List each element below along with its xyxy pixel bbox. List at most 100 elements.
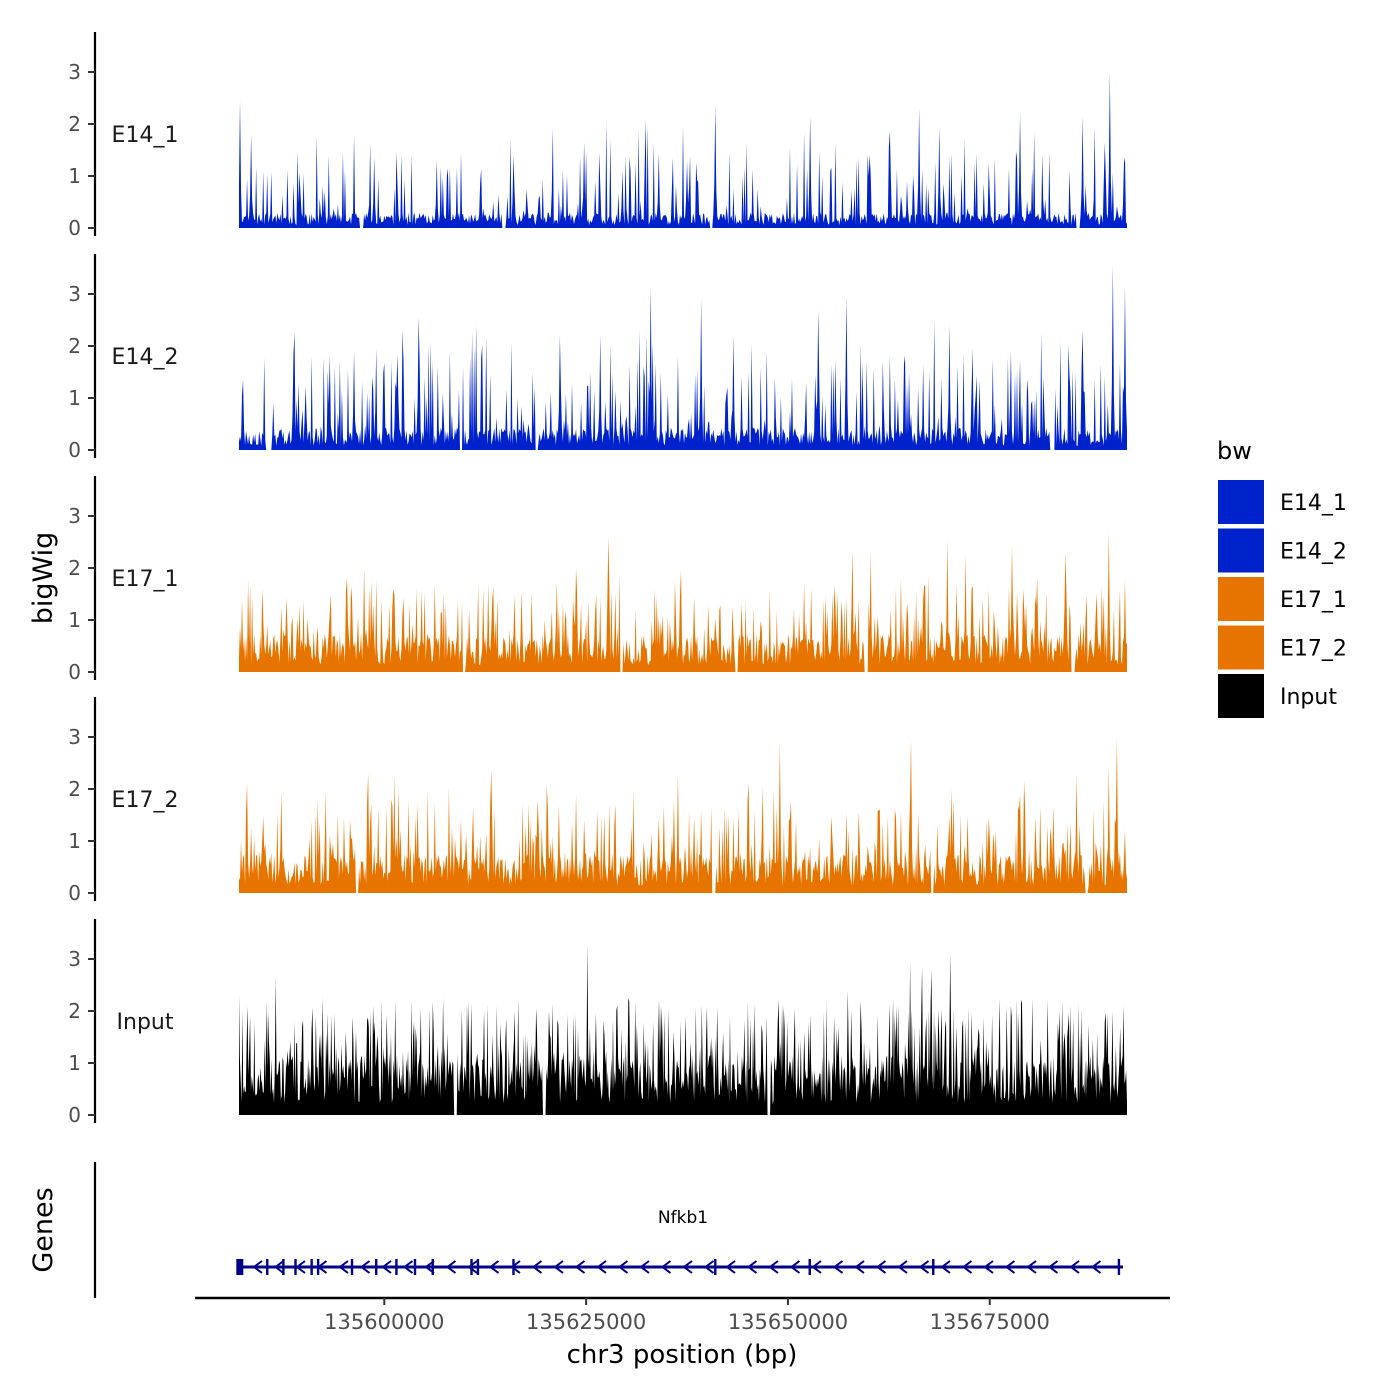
y-tick-label: 1 <box>68 1051 81 1075</box>
y-tick-label: 3 <box>68 725 81 749</box>
panel-label: E17_2 <box>112 788 179 813</box>
legend-key-Input <box>1218 674 1264 718</box>
legend-label: E17_2 <box>1280 637 1347 662</box>
strand-arrow <box>875 1260 887 1274</box>
panel-Input: 0 1 2 3 Input <box>68 919 1127 1127</box>
strand-arrow <box>553 1260 564 1274</box>
strand-arrow <box>488 1260 500 1274</box>
legend-key-E14_2 <box>1218 528 1264 573</box>
strand-arrow <box>725 1260 736 1274</box>
gene-label: Nfkb1 <box>658 1208 708 1228</box>
legend: bw E14_1 E14_2 E17_1 E17_2 Input <box>1217 437 1347 718</box>
y-tick-label: 2 <box>68 112 81 136</box>
exon <box>1117 1259 1121 1275</box>
exon <box>714 1259 717 1275</box>
gene-track: Nfkb1 <box>93 1162 1123 1298</box>
exon <box>282 1259 285 1275</box>
exon <box>375 1259 378 1275</box>
strand-arrow <box>273 1260 285 1274</box>
x-axis: 135600000 135625000 135650000 135675000 <box>195 1296 1170 1334</box>
strand-arrow <box>424 1260 435 1274</box>
y-tick-label: 2 <box>68 556 81 580</box>
panel-label: E14_1 <box>112 123 179 148</box>
panel-E14_2: 0 1 2 3 E14_2 <box>68 254 1127 462</box>
strand-arrow <box>381 1260 392 1274</box>
y-tick-label: 3 <box>68 60 81 84</box>
y-tick-label: 0 <box>68 438 81 462</box>
y-tick-label: 2 <box>68 999 81 1023</box>
strand-arrow <box>918 1260 930 1274</box>
strand-arrow <box>1026 1260 1037 1274</box>
strand-arrow <box>789 1260 801 1274</box>
area-series-Input <box>239 943 1127 1115</box>
panel-E17_2: 0 1 2 3 E17_2 <box>68 697 1127 905</box>
strand-arrow <box>467 1260 478 1274</box>
panel-E14_1: 0 1 2 3 E14_1 <box>68 32 1127 240</box>
y-tick-label: 3 <box>68 504 81 528</box>
x-tick-label: 135675000 <box>930 1310 1050 1334</box>
strand-arrow <box>682 1260 693 1274</box>
exon <box>470 1259 473 1275</box>
strand-arrow <box>832 1260 844 1274</box>
genes-axis-title: Genes <box>28 1187 59 1272</box>
y-tick-label: 0 <box>68 881 81 905</box>
panel-label: Input <box>117 1010 174 1035</box>
strand-arrow <box>445 1260 457 1274</box>
panel-label: E17_1 <box>112 567 179 592</box>
strand-arrow <box>596 1260 607 1274</box>
strand-arrow <box>402 1260 414 1274</box>
exon <box>932 1259 935 1275</box>
strand-arrow <box>768 1260 779 1274</box>
strand-arrow <box>639 1260 650 1274</box>
strand-arrow <box>961 1260 973 1274</box>
tracks-area: 0 1 2 3 E14_1 0 1 2 3 E14_2 0 1 2 3 E17_1 0 1 2 3 E17_2 0 1 2 3… <box>68 32 1127 1127</box>
strand-arrow <box>703 1260 715 1274</box>
x-tick-label: 135650000 <box>728 1310 848 1334</box>
strand-arrow <box>574 1260 586 1274</box>
exon <box>266 1259 269 1275</box>
exon <box>350 1259 354 1275</box>
strand-arrow <box>1047 1260 1059 1274</box>
y-tick-label: 0 <box>68 660 81 684</box>
strand-arrow <box>531 1260 543 1274</box>
area-series-E14_1 <box>239 72 1127 228</box>
y-tick-label: 3 <box>68 282 81 306</box>
y-tick-label: 1 <box>68 164 81 188</box>
strand-arrow <box>617 1260 629 1274</box>
strand-arrow <box>983 1260 994 1274</box>
legend-label: E14_2 <box>1280 540 1347 565</box>
strand-arrow <box>359 1260 371 1274</box>
panel-E17_1: 0 1 2 3 E17_1 <box>68 476 1127 684</box>
y-tick-label: 0 <box>68 216 81 240</box>
y-tick-label: 2 <box>68 334 81 358</box>
strand-arrow <box>940 1260 951 1274</box>
y-tick-label: 0 <box>68 1103 81 1127</box>
strand-arrow <box>295 1260 306 1274</box>
y-tick-label: 3 <box>68 947 81 971</box>
strand-arrow <box>811 1260 822 1274</box>
y-tick-label: 1 <box>68 829 81 853</box>
strand-arrow <box>1069 1260 1080 1274</box>
legend-label: E14_1 <box>1280 491 1347 516</box>
exon <box>236 1259 244 1275</box>
strand-arrow <box>510 1260 521 1274</box>
y-tick-label: 1 <box>68 386 81 410</box>
legend-key-E14_1 <box>1218 480 1264 524</box>
legend-key-E17_1 <box>1218 577 1264 621</box>
exon <box>310 1259 313 1275</box>
exon <box>316 1259 320 1275</box>
exon <box>512 1259 515 1275</box>
y-tick-label: 2 <box>68 777 81 801</box>
strand-arrow <box>854 1260 865 1274</box>
strand-arrow <box>338 1260 349 1274</box>
exon <box>294 1259 297 1275</box>
area-series-E14_2 <box>239 265 1127 450</box>
strand-arrow <box>1004 1260 1016 1274</box>
legend-key-E17_2 <box>1218 625 1264 670</box>
strand-arrow <box>746 1260 758 1274</box>
legend-label: Input <box>1280 685 1337 710</box>
x-tick-label: 135625000 <box>526 1310 646 1334</box>
exon <box>808 1259 811 1275</box>
exon <box>395 1259 398 1275</box>
